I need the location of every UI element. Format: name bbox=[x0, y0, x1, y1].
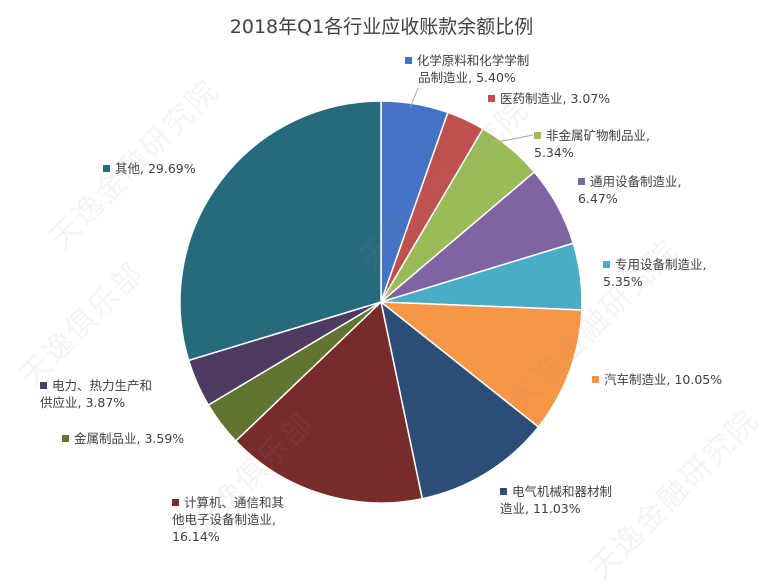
slice-label-line: 通用设备制造业, bbox=[590, 174, 682, 189]
legend-swatch bbox=[578, 178, 585, 185]
slice-label-line: 金属制品业, 3.59% bbox=[74, 431, 185, 446]
slice-label-line: 电气机械和器材制 bbox=[512, 484, 613, 499]
legend-swatch bbox=[488, 95, 495, 102]
slice-label-line: 6.47% bbox=[578, 191, 618, 206]
legend-swatch bbox=[404, 57, 412, 64]
slice-label: 汽车制造业, 10.05% bbox=[592, 371, 722, 388]
slice-label-line: 医药制造业, 3.07% bbox=[500, 91, 611, 106]
slice-label: 专用设备制造业, 5.35% bbox=[603, 256, 706, 290]
slice-label-line: 5.35% bbox=[603, 274, 643, 289]
slice-label-text: 电力、热力生产和 bbox=[40, 377, 152, 394]
slice-label-line: 其他, 29.69% bbox=[115, 161, 196, 176]
pie-slice bbox=[234, 300, 424, 504]
slice-label-text: 汽车制造业, 10.05% bbox=[592, 371, 722, 388]
chart-title: 2018年Q1各行业应收账款余额比例 bbox=[229, 16, 534, 38]
legend-swatch bbox=[172, 499, 179, 506]
legend-swatch bbox=[534, 132, 541, 139]
slice-label-line: 5.34% bbox=[534, 145, 574, 160]
pie-svg bbox=[179, 87, 583, 504]
slice-label-text: 6.47% bbox=[578, 190, 681, 207]
slice-label-line: 电力、热力生产和 bbox=[52, 378, 153, 393]
slice-label-text: 16.14% bbox=[172, 528, 284, 545]
slice-label: 电气机械和器材制造业, 11.03% bbox=[500, 483, 612, 517]
pie-chart: 2018年Q1各行业应收账款余额比例 化学原料和化学学制 品制造业, 5.40% 医… bbox=[14, 16, 763, 586]
pie-slice bbox=[378, 301, 583, 429]
slice-label: 通用设备制造业, 6.47% bbox=[578, 173, 681, 207]
slice-label-text: 电气机械和器材制 bbox=[500, 483, 612, 500]
leader-lines bbox=[409, 87, 534, 143]
slice-label-text: 非金属矿物制品业, bbox=[534, 127, 650, 144]
slice-label: 计算机、通信和其他电子设备制造业, 16.14% bbox=[172, 494, 284, 545]
slice-label-line: 汽车制造业, 10.05% bbox=[604, 372, 723, 387]
slice-label-text: 5.34% bbox=[534, 144, 650, 161]
legend-swatch bbox=[592, 376, 599, 383]
slice-label-text: 其他, 29.69% bbox=[103, 160, 196, 177]
slice-label-text: 品制造业, 5.40% bbox=[392, 69, 542, 86]
slice-label: 医药制造业, 3.07% bbox=[488, 90, 610, 107]
leader-line bbox=[496, 134, 534, 143]
slice-label-text: 医药制造业, 3.07% bbox=[488, 90, 610, 107]
slice-label-text: 他电子设备制造业, bbox=[172, 511, 284, 528]
slice-label-line: 供应业, 3.87% bbox=[40, 395, 126, 410]
slice-label-line: 计算机、通信和其 bbox=[184, 495, 285, 510]
legend-swatch bbox=[500, 488, 507, 495]
slice-label-line: 专用设备制造业, bbox=[615, 257, 707, 272]
slice-label-line: 他电子设备制造业, bbox=[172, 512, 276, 527]
slice-label-text: 金属制品业, 3.59% bbox=[62, 430, 184, 447]
slice-label-text: 计算机、通信和其 bbox=[172, 494, 284, 511]
slice-label-text: 供应业, 3.87% bbox=[40, 394, 152, 411]
slice-label-line: 非金属矿物制品业, bbox=[546, 128, 650, 143]
slice-label-line: 品制造业, 5.40% bbox=[418, 70, 516, 85]
slice-label-line: 16.14% bbox=[172, 529, 220, 544]
legend-swatch bbox=[40, 382, 47, 389]
legend-swatch bbox=[103, 165, 110, 172]
slice-label: 金属制品业, 3.59% bbox=[62, 430, 184, 447]
slice-label-text: 通用设备制造业, bbox=[578, 173, 681, 190]
slice-label-line: 化学原料和化学学制 bbox=[416, 53, 530, 68]
slice-label-text: 造业, 11.03% bbox=[500, 500, 612, 517]
leader-line bbox=[409, 87, 419, 109]
slice-label-text: 化学原料和化学学制 bbox=[392, 52, 542, 69]
pie-slice bbox=[379, 300, 540, 500]
slice-label-text: 5.35% bbox=[603, 273, 706, 290]
pie-slice bbox=[179, 100, 382, 362]
slice-label-line: 造业, 11.03% bbox=[500, 501, 581, 516]
slice-label: 其他, 29.69% bbox=[103, 160, 196, 177]
legend-swatch bbox=[603, 261, 610, 268]
slice-label: 化学原料和化学学制 品制造业, 5.40% bbox=[392, 52, 542, 86]
slice-label: 非金属矿物制品业, 5.34% bbox=[534, 127, 650, 161]
legend-swatch bbox=[62, 435, 69, 442]
pie-slices bbox=[179, 100, 583, 504]
slice-label-text: 专用设备制造业, bbox=[603, 256, 706, 273]
slice-label: 电力、热力生产和供应业, 3.87% bbox=[40, 377, 152, 411]
